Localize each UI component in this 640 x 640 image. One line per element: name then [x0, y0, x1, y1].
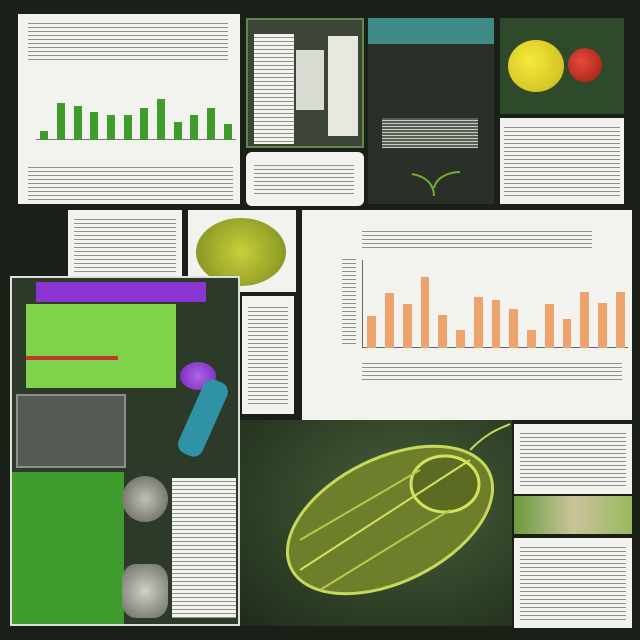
yellow-fruit-image [508, 40, 564, 92]
main-chart-bar-3 [402, 304, 412, 348]
top-chart-bar-11 [206, 107, 216, 140]
small-table-lines [254, 162, 354, 196]
main-chart-bar-10 [527, 329, 536, 348]
main-chart-bar-8 [491, 300, 501, 348]
fossil-image [122, 476, 168, 522]
top-chart-bar-3 [73, 105, 82, 140]
fruit-panel [500, 18, 624, 114]
fruit-notes [500, 118, 624, 204]
top-chart-bar-6 [123, 114, 132, 140]
document-header-text [28, 20, 228, 60]
screenshot-panel [246, 18, 364, 148]
top-bar-chart [36, 94, 236, 140]
main-bar-chart [302, 210, 632, 420]
trilobite-panel [240, 420, 512, 626]
panel-photo [296, 50, 324, 110]
top-chart-bar-12 [223, 123, 232, 140]
dark-monitor-image [16, 394, 126, 468]
top-chart-bar-7 [140, 107, 149, 140]
lime-panel [26, 304, 176, 388]
main-chart-bar-13 [580, 291, 590, 348]
trilobite-illustration [285, 423, 511, 596]
bottom-right-document [514, 538, 632, 628]
top-chart-bar-1 [40, 130, 49, 140]
chart-title-lines [362, 228, 592, 250]
top-chart-bar-5 [106, 114, 116, 140]
main-chart-bar-15 [615, 291, 625, 348]
y-axis-label-lines [342, 256, 356, 346]
cover-title-text [382, 118, 478, 148]
main-chart-bar-5 [438, 315, 448, 348]
chart-plot-area [362, 260, 628, 348]
top-chart-bar-8 [156, 98, 166, 140]
bottom-right-lines [520, 430, 626, 488]
garden-photo-strip [514, 496, 632, 534]
fruit-notes-lines [504, 124, 620, 198]
top-chart-bar-2 [56, 103, 66, 140]
purple-title-band [36, 282, 206, 302]
dark-book-cover [368, 18, 494, 204]
top-chart-bar-4 [90, 112, 99, 140]
green-poster [10, 276, 240, 626]
teal-band [368, 18, 494, 44]
main-chart-bar-7 [473, 296, 483, 348]
main-chart-bar-12 [562, 318, 572, 348]
narrow-document-lines [248, 304, 288, 404]
top-chart-bar-9 [173, 121, 182, 140]
main-chart-bar-4 [420, 276, 430, 348]
main-chart-bar-14 [597, 303, 607, 348]
panel-text [254, 34, 294, 144]
red-fruit-image [568, 48, 602, 82]
main-chart-bar-1 [367, 316, 377, 348]
main-chart-bar-6 [456, 330, 465, 348]
collage-notes [172, 478, 236, 618]
top-left-document [18, 14, 240, 204]
sprout-icon [411, 171, 461, 197]
panel-photo-right [328, 36, 358, 136]
durian-fruit-image [196, 218, 286, 286]
red-stripe [26, 356, 118, 360]
green-book-cover [12, 472, 124, 624]
x-axis-label-lines [362, 360, 622, 382]
middle-left-lines [74, 216, 176, 274]
narrow-document [242, 296, 294, 414]
top-chart-bar-10 [190, 114, 199, 140]
middle-left-document [68, 210, 182, 280]
fossil-image-lower [122, 564, 168, 618]
bottom-right-document-lines [520, 544, 626, 622]
document-table [28, 164, 233, 200]
main-chart-bar-2 [385, 293, 395, 348]
small-table-card [246, 152, 364, 206]
main-chart-bar-9 [509, 309, 519, 348]
bottom-right-notes [514, 424, 632, 494]
main-chart-bar-11 [544, 304, 554, 348]
teal-feather-image [174, 376, 232, 460]
